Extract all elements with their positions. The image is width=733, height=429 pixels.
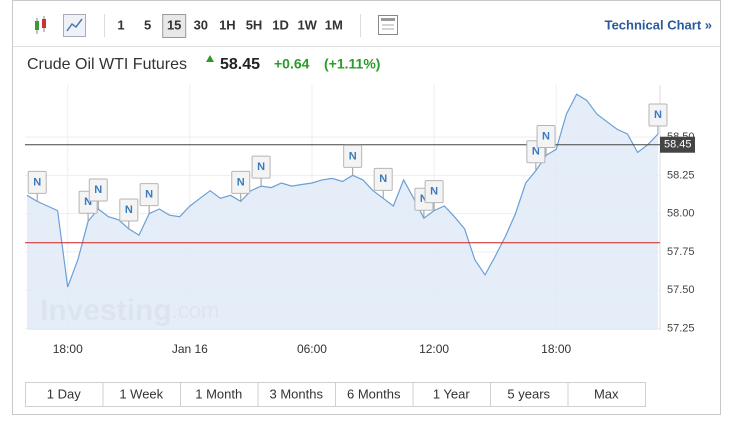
- news-box: [139, 183, 159, 207]
- interval-button[interactable]: 1: [117, 17, 124, 32]
- up-arrow: [206, 55, 214, 62]
- news-label: N: [542, 130, 550, 142]
- news-label: N: [532, 146, 540, 158]
- news-label: N: [125, 204, 133, 216]
- news-marker[interactable]: N: [536, 124, 556, 156]
- news-box: [536, 124, 556, 148]
- y-tick-label: 57.75: [667, 246, 695, 258]
- plot: Investing.com57.2557.5057.7558.0058.2558…: [25, 85, 695, 356]
- news-label: N: [94, 184, 102, 196]
- interval-button[interactable]: 1W: [297, 17, 317, 32]
- news-marker[interactable]: N: [119, 198, 139, 229]
- news-box: [424, 180, 444, 204]
- x-tick-label: Jan 16: [172, 342, 208, 356]
- news-label: N: [430, 185, 438, 197]
- range-label[interactable]: 6 Months: [347, 386, 401, 401]
- news-marker[interactable]: N: [139, 183, 159, 214]
- news-marker[interactable]: N: [373, 167, 393, 199]
- news-box: [119, 198, 139, 222]
- news-label: N: [654, 109, 662, 121]
- news-box: [27, 170, 47, 194]
- price-tag: [660, 136, 695, 153]
- x-tick-label: 06:00: [297, 342, 327, 356]
- y-tick-label: 58.00: [667, 208, 695, 220]
- line-chart-icon[interactable]: [63, 14, 86, 37]
- x-tick-label: 18:00: [541, 342, 571, 356]
- y-tick-label: 58.25: [667, 169, 695, 181]
- interval-button[interactable]: 1D: [272, 17, 289, 32]
- range-label[interactable]: 1 Month: [195, 386, 242, 401]
- news-box: [231, 170, 251, 194]
- y-tick-label: 57.25: [667, 322, 695, 334]
- price-line: [26, 93, 659, 288]
- news-marker[interactable]: N: [27, 170, 47, 202]
- news-label: N: [237, 176, 245, 188]
- news-marker[interactable]: N: [424, 180, 444, 211]
- news-marker[interactable]: N: [648, 103, 668, 134]
- range-button[interactable]: [25, 382, 104, 407]
- interval-button[interactable]: 5H: [246, 17, 263, 32]
- news-label: N: [379, 173, 387, 185]
- news-label: N: [349, 150, 357, 162]
- range-button[interactable]: [567, 382, 646, 407]
- range-label[interactable]: 1 Year: [433, 386, 471, 401]
- x-tick-label: 18:00: [53, 342, 83, 356]
- candlestick-icon[interactable]: [35, 16, 46, 34]
- news-marker[interactable]: N: [231, 170, 251, 202]
- range-label[interactable]: 1 Week: [119, 386, 163, 401]
- news-label: N: [420, 193, 428, 205]
- price-tag-label: 58.45: [664, 139, 692, 151]
- range-button[interactable]: [257, 382, 336, 407]
- news-box: [343, 144, 363, 168]
- news-label: N: [84, 196, 92, 208]
- news-box: [648, 103, 668, 127]
- price-change: +0.64: [274, 56, 310, 72]
- interval-button[interactable]: 5: [144, 17, 151, 32]
- last-price: 58.45: [220, 56, 260, 73]
- area-fill: [27, 94, 658, 330]
- x-tick-label: 12:00: [419, 342, 449, 356]
- y-tick-label: 57.50: [667, 284, 695, 296]
- range-button[interactable]: [490, 382, 569, 407]
- news-label: N: [33, 176, 41, 188]
- window-icon[interactable]: [378, 15, 398, 35]
- interval-button[interactable]: 1M: [325, 17, 343, 32]
- technical-chart-link[interactable]: Technical Chart »: [605, 17, 712, 32]
- news-label: N: [145, 189, 153, 201]
- news-marker[interactable]: N: [343, 144, 363, 176]
- selected-interval-box: [162, 14, 187, 38]
- news-marker[interactable]: N: [251, 155, 271, 187]
- range-label[interactable]: 1 Day: [47, 386, 81, 401]
- range-button[interactable]: [102, 382, 181, 407]
- news-marker[interactable]: N: [88, 178, 108, 210]
- range-label[interactable]: 5 years: [507, 386, 550, 401]
- range-label[interactable]: Max: [594, 386, 619, 401]
- instrument-name: Crude Oil WTI Futures: [27, 56, 187, 73]
- price-change-pct: (+1.11%): [324, 56, 380, 72]
- news-box: [88, 178, 108, 202]
- news-box: [251, 155, 271, 179]
- interval-button[interactable]: 30: [194, 17, 208, 32]
- range-button[interactable]: [412, 382, 491, 407]
- range-label[interactable]: 3 Months: [270, 386, 324, 401]
- news-label: N: [257, 161, 265, 173]
- interval-button[interactable]: 15: [167, 17, 181, 32]
- interval-button[interactable]: 1H: [219, 17, 236, 32]
- news-box: [373, 167, 393, 191]
